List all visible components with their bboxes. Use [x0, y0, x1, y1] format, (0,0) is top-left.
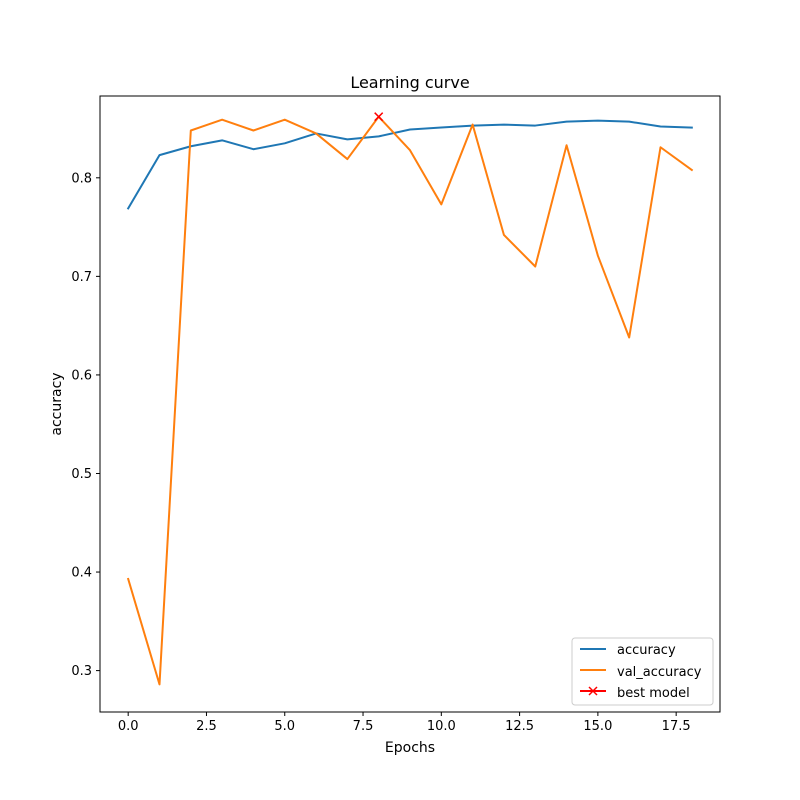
legend-val-accuracy-label: val_accuracy: [617, 665, 702, 680]
legend-best-model-marker: [588, 686, 598, 696]
best-model-marker: [374, 112, 384, 122]
marker-stroke: [374, 112, 384, 122]
x-tick-label: 15.0: [583, 719, 612, 734]
y-tick-label: 0.8: [71, 171, 92, 186]
legend-accuracy-label: accuracy: [617, 643, 676, 658]
val-accuracy-line: [126, 115, 694, 686]
accuracy-line: [126, 119, 693, 210]
y-tick-label: 0.3: [71, 664, 92, 679]
y-axis-label: accuracy: [49, 372, 65, 435]
y-tick-label: 0.6: [71, 368, 92, 383]
x-axis-ticks: 0.0 2.5 5.0 7.5 10.0 12.5 15.0 17.5: [118, 712, 691, 734]
legend-box: [571, 637, 714, 706]
plot-frame: [99, 95, 721, 713]
x-tick-label: 17.5: [662, 719, 691, 734]
x-tick-label: 0.0: [118, 719, 139, 734]
chart-title: Learning curve: [350, 73, 469, 92]
x-axis-label: Epochs: [385, 740, 435, 756]
x-tick-label: 5.0: [274, 719, 295, 734]
y-axis-ticks: 0.3 0.4 0.5 0.6 0.7 0.8: [71, 171, 100, 679]
legend: accuracy val_accuracy best model: [571, 637, 714, 706]
x-tick-label: 12.5: [505, 719, 534, 734]
plot-data: [126, 112, 694, 686]
x-tick-label: 2.5: [196, 719, 217, 734]
y-tick-label: 0.5: [71, 467, 92, 482]
y-tick-label: 0.7: [71, 270, 92, 285]
x-tick-label: 7.5: [353, 719, 374, 734]
y-tick-label: 0.4: [71, 566, 92, 581]
x-tick-label: 10.0: [427, 719, 456, 734]
legend-best-model-label: best model: [617, 686, 690, 701]
